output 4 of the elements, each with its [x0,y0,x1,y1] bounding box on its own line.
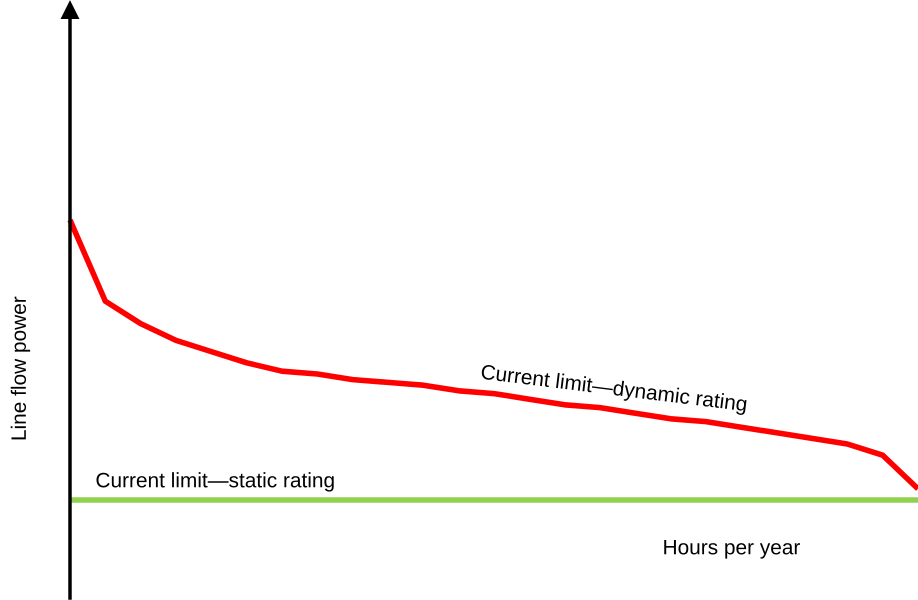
text: Current limit—dynamic rating [480,364,748,416]
x-axis-title: Hours per year [664,540,800,559]
series-label: Current limit—static rating [96,472,334,492]
y-axis-title: Line flow power [10,296,30,440]
